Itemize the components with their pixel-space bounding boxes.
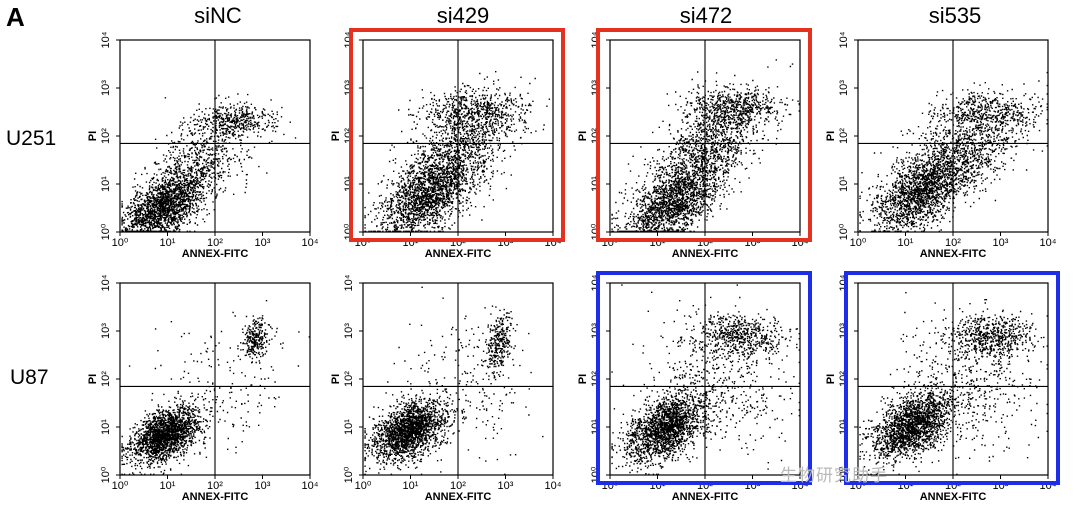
y-tick-label: 10³	[343, 323, 355, 339]
x-tick-label: 10³	[993, 237, 1009, 249]
x-axis-label: ANNEX-FITC	[920, 491, 987, 503]
y-axis-label: PI	[330, 374, 342, 384]
y-tick-label: 10²	[100, 371, 112, 387]
event-dots	[364, 286, 544, 475]
y-tick-label: 10²	[838, 128, 850, 144]
event-dot-cloud	[121, 300, 311, 475]
x-axis-label: ANNEX-FITC	[425, 491, 492, 503]
x-tick-label: 10²	[207, 480, 223, 492]
x-tick-label: 10³	[255, 480, 271, 492]
x-axis-label: ANNEX-FITC	[182, 248, 249, 260]
highlight-box-blue	[844, 271, 1060, 485]
dot-plot-u87-si472: 10⁰10⁰10¹10¹10²10²10³10³10⁴10⁴ANNEX-FITC…	[577, 274, 809, 503]
y-tick-label: 10¹	[100, 419, 112, 435]
x-tick-label: 10⁰	[112, 237, 129, 249]
y-axis-label: PI	[825, 131, 837, 141]
x-axis-label: ANNEX-FITC	[672, 491, 739, 503]
event-dots	[364, 71, 551, 232]
highlight-box-blue	[596, 271, 812, 485]
column-header-si535: si535	[928, 3, 982, 28]
event-dots	[859, 292, 1048, 475]
column-header-si472: si472	[679, 3, 733, 28]
x-tick-label: 10³	[255, 237, 271, 249]
y-axis-label: PI	[330, 131, 342, 141]
y-tick-label: 10³	[100, 323, 112, 339]
x-tick-label: 10⁴	[545, 480, 562, 492]
x-tick-label: 10³	[498, 480, 514, 492]
x-tick-label: 10⁴	[1040, 237, 1057, 249]
event-dot-cloud	[364, 286, 544, 475]
y-tick-label: 10⁰	[100, 466, 112, 483]
y-tick-label: 10⁰	[838, 223, 850, 240]
y-tick-label: 10⁴	[100, 274, 112, 291]
y-tick-label: 10³	[100, 80, 112, 96]
event-dot-cloud	[121, 93, 297, 232]
y-tick-label: 10²	[100, 128, 112, 144]
y-axis-label: PI	[577, 131, 589, 141]
column-header-si429: si429	[436, 3, 490, 28]
x-tick-label: 10⁴	[302, 237, 319, 249]
y-tick-label: 10⁴	[343, 274, 355, 291]
x-tick-label: 10²	[207, 237, 223, 249]
y-tick-label: 10⁴	[838, 31, 850, 48]
x-axis-label: ANNEX-FITC	[920, 248, 987, 260]
panel-letter: A	[6, 2, 25, 32]
y-axis-label: PI	[577, 374, 589, 384]
event-dot-cloud	[364, 71, 551, 232]
x-tick-label: 10¹	[898, 237, 914, 249]
watermark-text: 生物研究助手	[780, 466, 888, 485]
highlight-box-red	[349, 28, 565, 242]
y-tick-label: 10⁴	[100, 31, 112, 48]
y-axis-label: PI	[825, 374, 837, 384]
row-header-u87: U87	[10, 366, 49, 389]
event-dots	[611, 59, 800, 233]
event-dots	[121, 300, 311, 475]
y-tick-label: 10²	[343, 371, 355, 387]
y-tick-label: 10⁰	[343, 466, 355, 483]
y-tick-label: 10¹	[343, 419, 355, 435]
x-axis-label: ANNEX-FITC	[425, 248, 492, 260]
y-axis-label: PI	[87, 374, 99, 384]
y-tick-label: 10³	[838, 80, 850, 96]
x-tick-label: 10¹	[403, 480, 419, 492]
event-dots	[611, 284, 800, 475]
x-tick-label: 10¹	[160, 480, 176, 492]
event-dots	[121, 93, 297, 232]
y-axis-label: PI	[87, 131, 99, 141]
x-tick-label: 10¹	[160, 237, 176, 249]
x-tick-label: 10⁴	[302, 480, 319, 492]
y-tick-label: 10¹	[838, 176, 850, 192]
row-header-u251: U251	[6, 127, 57, 150]
y-tick-label: 10⁰	[100, 223, 112, 240]
column-header-sinc: siNC	[194, 3, 242, 28]
event-dot-cloud	[859, 292, 1048, 475]
highlight-box-red	[596, 28, 812, 242]
x-tick-label: 10²	[450, 480, 466, 492]
event-dot-cloud	[611, 284, 800, 475]
x-axis-label: ANNEX-FITC	[672, 248, 739, 260]
x-axis-label: ANNEX-FITC	[182, 491, 249, 503]
x-tick-label: 10⁰	[850, 237, 867, 249]
x-tick-label: 10⁰	[355, 480, 372, 492]
event-dot-cloud	[611, 59, 800, 233]
x-tick-label: 10²	[945, 237, 961, 249]
x-tick-label: 10⁰	[112, 480, 129, 492]
y-tick-label: 10¹	[100, 176, 112, 192]
dot-plot-u251-si472: 10⁰10⁰10¹10¹10²10²10³10³10⁴10⁴ANNEX-FITC…	[577, 31, 809, 260]
dot-plot-u251-si429: 10⁰10⁰10¹10¹10²10²10³10³10⁴10⁴ANNEX-FITC…	[330, 31, 562, 260]
